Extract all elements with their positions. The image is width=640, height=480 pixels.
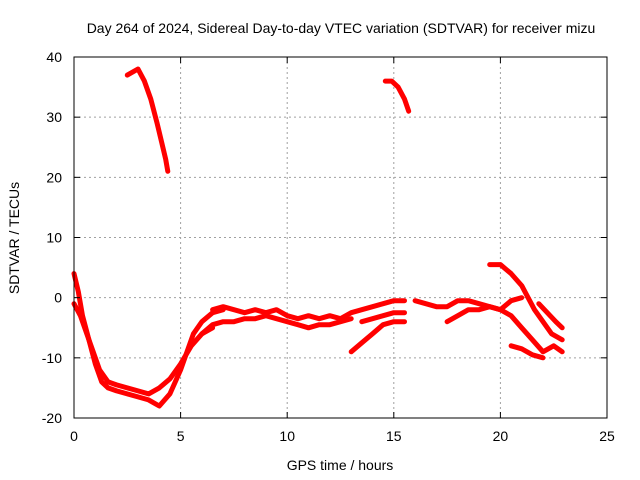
x-tick-labels: 0 5 10 15 20 25 bbox=[70, 428, 615, 444]
satellite-track-6 bbox=[199, 313, 354, 337]
series-group bbox=[71, 66, 565, 409]
y-tick-label: -20 bbox=[42, 410, 62, 426]
satellite-track-5 bbox=[210, 298, 407, 322]
x-tick-label: 5 bbox=[177, 428, 185, 444]
x-tick-label: 20 bbox=[493, 428, 509, 444]
satellite-track-8 bbox=[359, 310, 407, 325]
x-axis-label: GPS time / hours bbox=[287, 457, 394, 473]
satellite-track-4 bbox=[71, 301, 216, 397]
y-axis-label: SDTVAR / TECUs bbox=[6, 182, 22, 294]
satellite-track-1 bbox=[124, 66, 171, 174]
satellite-track-10 bbox=[444, 304, 565, 355]
x-tick-label: 0 bbox=[70, 428, 78, 444]
y-tick-label: 10 bbox=[46, 230, 62, 246]
grid-lines bbox=[74, 57, 607, 418]
satellite-track-2 bbox=[382, 78, 412, 114]
satellite-track-12 bbox=[508, 343, 546, 361]
x-tick-label: 25 bbox=[599, 428, 615, 444]
satellite-track-11 bbox=[487, 262, 565, 343]
y-tick-label: 30 bbox=[46, 109, 62, 125]
satellite-track-7 bbox=[348, 319, 407, 355]
satellite-track-13 bbox=[536, 301, 565, 331]
y-tick-label: 20 bbox=[46, 169, 62, 185]
satellite-track-3 bbox=[71, 271, 226, 409]
x-tick-label: 15 bbox=[386, 428, 402, 444]
x-tick-label: 10 bbox=[279, 428, 295, 444]
chart-title: Day 264 of 2024, Sidereal Day-to-day VTE… bbox=[87, 20, 596, 36]
axis-ticks bbox=[73, 56, 608, 419]
satellite-track-9 bbox=[412, 295, 525, 313]
y-tick-labels: -20 -10 0 10 20 30 40 bbox=[42, 49, 62, 426]
y-tick-label: -10 bbox=[42, 350, 62, 366]
y-tick-label: 0 bbox=[54, 290, 62, 306]
y-tick-label: 40 bbox=[46, 49, 62, 65]
